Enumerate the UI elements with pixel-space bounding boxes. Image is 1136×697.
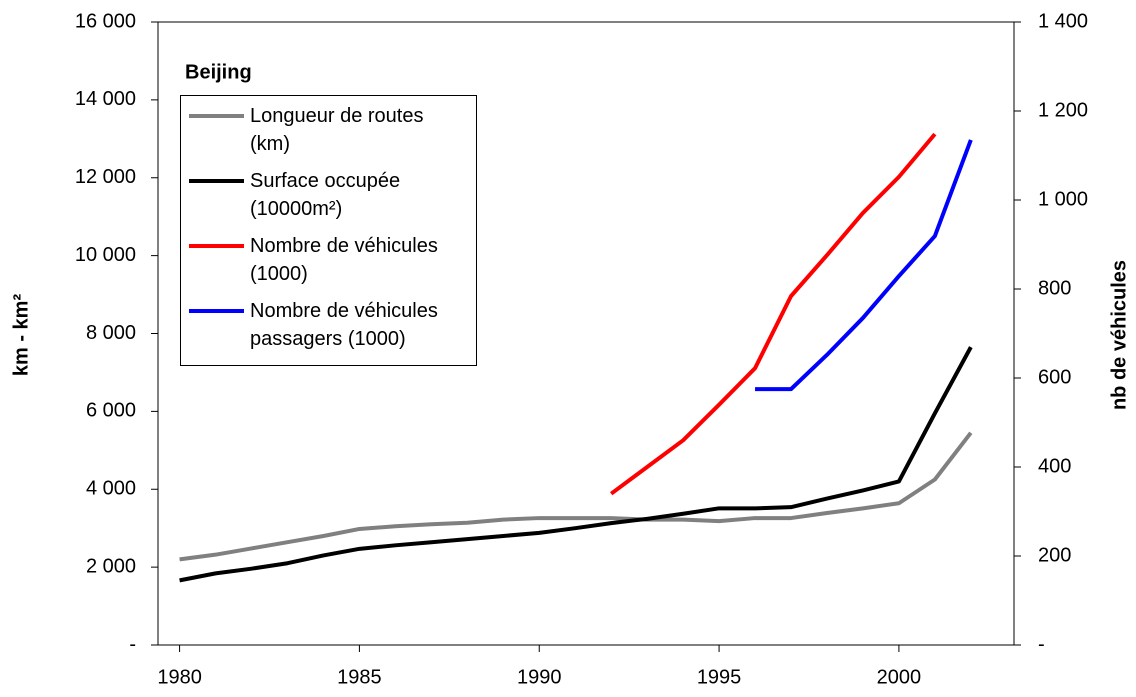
- legend-item: Longueur de routes (km): [181, 102, 476, 167]
- y-tick-label: 12 000: [75, 166, 136, 188]
- y2-tick-label: 800: [1038, 277, 1071, 299]
- chart-title: Beijing: [185, 61, 252, 83]
- legend-item: Nombre de véhicules passagers (1000): [181, 297, 476, 362]
- y2-tick-label: 1 200: [1038, 99, 1088, 121]
- y2-tick-label: 400: [1038, 455, 1071, 477]
- y-tick-label: 10 000: [75, 244, 136, 266]
- legend-item: Surface occupée (10000m²): [181, 167, 476, 232]
- y-tick-label: 2 000: [86, 555, 136, 577]
- y2-tick-label: 1 000: [1038, 188, 1088, 210]
- x-tick-label: 1980: [157, 666, 202, 688]
- y-tick-label: 8 000: [86, 322, 136, 344]
- y2-tick-label: 1 400: [1038, 10, 1088, 32]
- legend-swatch: [189, 309, 244, 313]
- y2-axis-label: nb de véhicules: [1108, 260, 1130, 410]
- y-tick-label: 6 000: [86, 400, 136, 422]
- y2-tick-label: -: [1038, 633, 1045, 655]
- legend-item: Nombre de véhicules (1000): [181, 232, 476, 297]
- series-line: [179, 346, 973, 583]
- legend-label: Surface occupée (10000m²): [250, 170, 401, 220]
- y-axis-label: km - km²: [10, 294, 32, 377]
- y2-tick-label: 200: [1038, 544, 1071, 566]
- legend-swatch: [189, 179, 244, 183]
- y-tick-label: 16 000: [75, 10, 136, 32]
- series-line: [179, 431, 973, 562]
- y-tick-label: 4 000: [86, 478, 136, 500]
- x-tick-label: 2000: [877, 666, 922, 688]
- legend-swatch: [189, 114, 244, 118]
- x-tick-label: 1995: [697, 666, 742, 688]
- x-tick-label: 1985: [337, 666, 382, 688]
- y-tick-label: 14 000: [75, 88, 136, 110]
- series-line: [609, 132, 937, 496]
- series-line: [755, 139, 973, 392]
- x-tick-label: 1990: [517, 666, 562, 688]
- legend-swatch: [189, 244, 244, 248]
- legend-label: Longueur de routes (km): [250, 105, 424, 155]
- legend-label: Nombre de véhicules passagers (1000): [250, 300, 438, 350]
- y2-tick-label: 600: [1038, 366, 1071, 388]
- legend: Longueur de routes (km) Surface occupée (…: [180, 95, 477, 366]
- y-tick-label: -: [129, 633, 136, 655]
- legend-label: Nombre de véhicules (1000): [250, 235, 438, 285]
